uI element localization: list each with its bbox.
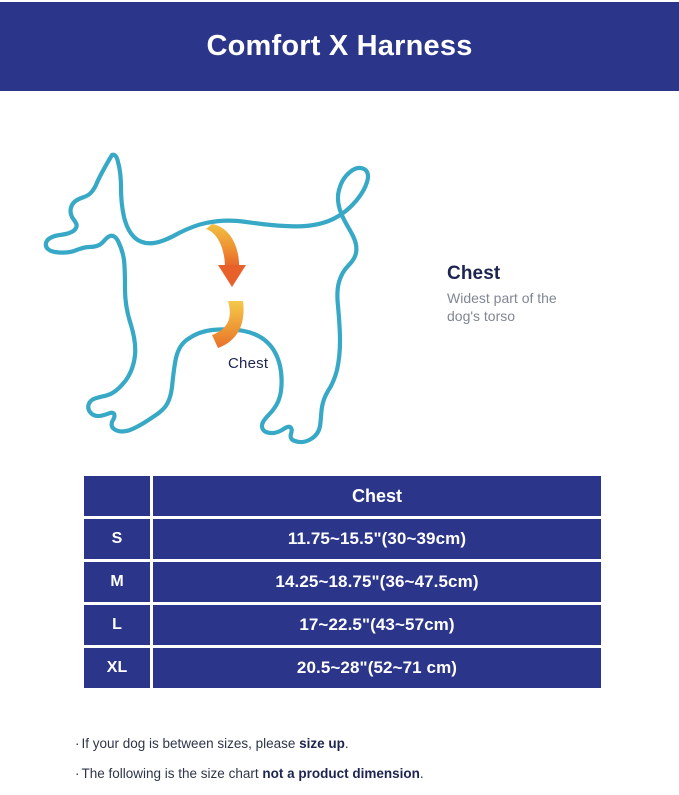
chest-measure-band-upper [206,224,240,269]
size-label-m: M [84,562,150,602]
size-label-s: S [84,519,150,559]
footnote-bullet-icon: · [75,736,80,751]
chest-value-l: 17~22.5"(43~57cm) [153,605,601,645]
chest-value-xl: 20.5~28"(52~71 cm) [153,648,601,688]
chest-value-s: 11.75~15.5"(30~39cm) [153,519,601,559]
size-label-l: L [84,605,150,645]
footnote-emphasis: size up [299,736,345,751]
footnote-not-product-dimension: · The following is the size chart not a p… [75,765,635,783]
header-bar: Comfort X Harness [0,2,679,91]
table-header-row: Chest [84,476,601,516]
footnote-text-before: If your dog is between sizes, please [81,736,300,751]
footnote-text-after: . [419,766,424,782]
chest-inline-label: Chest [228,355,269,372]
table-header-size [84,476,150,516]
size-label-xl: XL [84,648,150,688]
table-row: S 11.75~15.5"(30~39cm) [84,519,601,559]
footnote-text-after: . [344,736,349,751]
footnote-text-before: The following is the size chart [81,766,263,782]
chest-value-m: 14.25~18.75"(36~47.5cm) [153,562,601,602]
page-title: Comfort X Harness [206,30,473,62]
illustration-area: Chest Chest Widest part of the dog's tor… [0,91,679,466]
table-header-chest: Chest [153,476,601,516]
dog-outline-icon [43,152,371,445]
chest-measure-arrow-icon [218,265,246,287]
footnote-bullet-icon: · [75,766,80,782]
chest-annotation: Chest Widest part of the dog's torso [447,263,647,326]
table-row: M 14.25~18.75"(36~47.5cm) [84,562,601,602]
chest-measure-band-lower [212,301,244,348]
footnotes: · If your dog is between sizes, please si… [75,735,635,795]
footnote-size-up: · If your dog is between sizes, please si… [75,735,635,753]
annotation-title: Chest [447,263,501,284]
table-row: L 17~22.5"(43~57cm) [84,605,601,645]
size-chart-table: Chest S 11.75~15.5"(30~39cm) M 14.25~18.… [81,473,604,691]
table-row: XL 20.5~28"(52~71 cm) [84,648,601,688]
annotation-description: Widest part of the dog's torso [447,289,557,325]
footnote-emphasis: not a product dimension [262,766,420,782]
